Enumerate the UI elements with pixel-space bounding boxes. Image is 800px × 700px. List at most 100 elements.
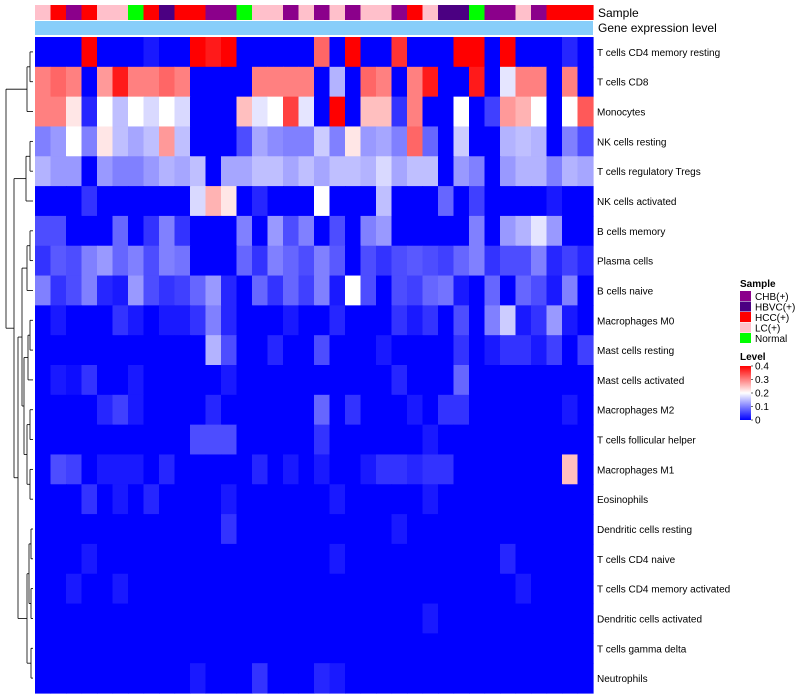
heatmap-cell [391, 156, 408, 187]
heatmap-cell [66, 424, 83, 456]
heatmap-cell [500, 215, 517, 247]
heatmap-cell [236, 573, 253, 605]
heatmap-cell [174, 66, 191, 98]
heatmap-cell [407, 663, 424, 694]
heatmap-cell [391, 484, 408, 515]
heatmap-cell [66, 365, 83, 396]
heatmap-cell [159, 186, 176, 217]
heatmap-cell [283, 215, 300, 247]
heatmap-cell [422, 305, 439, 336]
heatmap-cell [174, 335, 191, 366]
heatmap-cell [314, 156, 331, 187]
heatmap-cell [236, 305, 253, 336]
heatmap-cell [112, 215, 129, 247]
heatmap-cell [283, 96, 300, 128]
heatmap-cell [407, 514, 424, 545]
heatmap-cell [128, 603, 145, 634]
heatmap-cell [97, 365, 114, 396]
heatmap-cell [546, 514, 563, 545]
heatmap-cell [391, 394, 408, 426]
heatmap-cell [159, 37, 176, 68]
heatmap-cell [407, 126, 424, 157]
heatmap-cell [50, 573, 67, 605]
heatmap-cell [205, 156, 222, 187]
heatmap-cell [345, 215, 362, 247]
heatmap-cell [112, 96, 129, 128]
heatmap-cell [190, 633, 207, 664]
heatmap-cell [314, 66, 331, 98]
heatmap-cell [314, 663, 331, 694]
heatmap-cell [376, 514, 393, 545]
sample-legend-label: HCC(+) [755, 313, 789, 324]
heatmap-cell [407, 156, 424, 187]
heatmap-cell [376, 156, 393, 187]
heatmap-cell [283, 514, 300, 545]
heatmap-cell [35, 186, 52, 217]
heatmap-cell [252, 245, 269, 277]
heatmap-cell [500, 66, 517, 98]
heatmap-cell [577, 275, 594, 306]
heatmap-cell [221, 305, 238, 336]
heatmap-cell [562, 484, 579, 515]
heatmap-cell [35, 663, 52, 694]
sample-annotation-cell [190, 5, 207, 20]
heatmap-cell [562, 156, 579, 187]
heatmap-cell [236, 156, 253, 187]
heatmap-cell [283, 454, 300, 485]
heatmap-cell [438, 603, 455, 634]
row-label: Mast cells resting [597, 346, 674, 357]
heatmap-cell [577, 633, 594, 664]
heatmap-cell [422, 335, 439, 366]
heatmap-cell [422, 663, 439, 694]
heatmap-cell [236, 424, 253, 456]
heatmap-cell [500, 394, 517, 426]
heatmap-cell [205, 603, 222, 634]
heatmap-cell [562, 215, 579, 247]
heatmap-cell [50, 156, 67, 187]
heatmap-cell [345, 633, 362, 664]
heatmap-cell [546, 394, 563, 426]
heatmap-cell [345, 454, 362, 485]
heatmap-cell [577, 454, 594, 485]
sample-annotation-cell [205, 5, 222, 20]
heatmap-cell [376, 245, 393, 277]
heatmap-cell [283, 573, 300, 605]
heatmap-cell [236, 484, 253, 515]
heatmap-cell [236, 603, 253, 634]
heatmap-cell [376, 275, 393, 306]
heatmap-cell [469, 37, 486, 68]
heatmap-cell [81, 603, 98, 634]
heatmap-cell [35, 603, 52, 634]
row-label: T cells CD4 memory activated [597, 585, 730, 596]
sample-annotation-cell [562, 5, 579, 20]
heatmap-cell [391, 454, 408, 485]
heatmap-cell [35, 573, 52, 605]
heatmap-cell [35, 275, 52, 306]
heatmap-cell [66, 37, 83, 68]
heatmap-cell [376, 365, 393, 396]
heatmap-cell [174, 186, 191, 217]
heatmap-cell [97, 305, 114, 336]
sample-annotation-cell [81, 5, 98, 20]
sample-annotation-cell [252, 5, 269, 20]
heatmap-cell [531, 96, 548, 128]
heatmap-cell [298, 126, 315, 157]
heatmap-cell [128, 514, 145, 545]
heatmap-cell [174, 215, 191, 247]
heatmap-cell [236, 215, 253, 247]
sample-annotation-cell [236, 5, 253, 20]
heatmap-cell [484, 663, 501, 694]
heatmap-cell [112, 305, 129, 336]
heatmap-cell [376, 543, 393, 575]
heatmap-cell [438, 514, 455, 545]
level-legend-tick-label: 0.4 [755, 362, 769, 373]
heatmap-cell [438, 663, 455, 694]
heatmap-cell [35, 633, 52, 664]
heatmap-cell [345, 424, 362, 456]
heatmap-cell [453, 603, 470, 634]
heatmap-cell [252, 365, 269, 396]
heatmap-cell [97, 245, 114, 277]
heatmap-cell [438, 275, 455, 306]
heatmap-cell [81, 454, 98, 485]
